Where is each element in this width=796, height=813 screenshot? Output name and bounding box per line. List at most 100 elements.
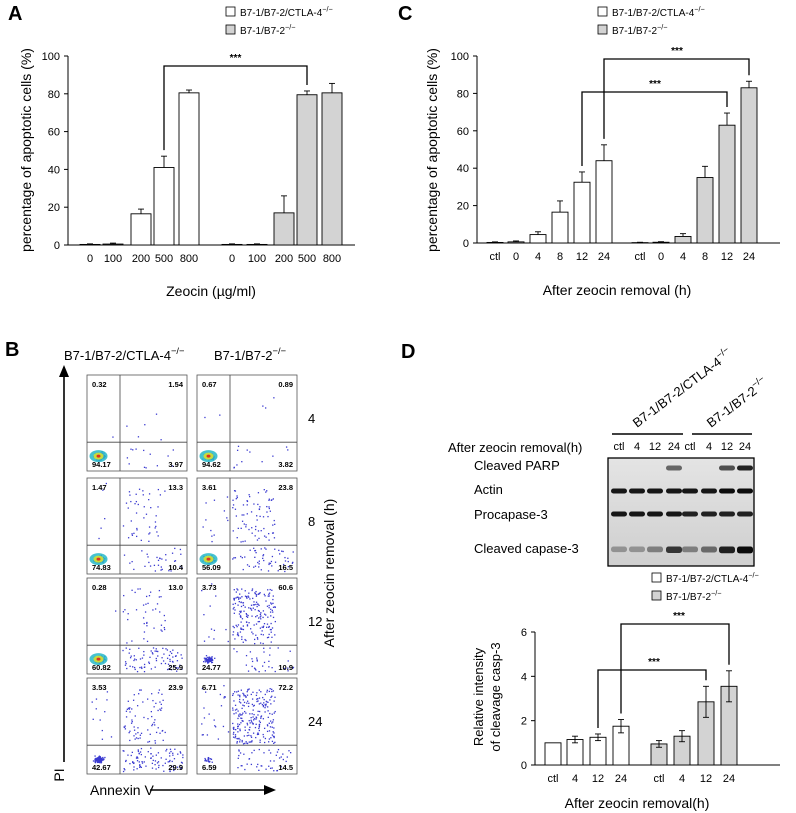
event-dot — [251, 698, 254, 700]
event-dot — [204, 661, 207, 663]
event-dot — [244, 638, 246, 641]
event-dot — [203, 640, 206, 642]
event-dot — [98, 758, 100, 760]
event-dot — [127, 618, 129, 621]
event-dot — [104, 756, 106, 759]
event-dot — [181, 762, 184, 764]
event-dot — [273, 742, 275, 744]
x-tick-label: ctl — [654, 773, 665, 785]
event-dot — [273, 735, 275, 738]
event-dot — [259, 739, 261, 741]
event-dot — [266, 724, 269, 726]
event-dot — [147, 602, 149, 605]
event-dot — [257, 621, 259, 623]
event-dot — [239, 739, 241, 741]
event-dot — [177, 667, 179, 669]
event-dot — [167, 761, 169, 763]
x-tick-label: 12 — [721, 251, 733, 263]
event-dot — [213, 629, 216, 632]
event-dot — [134, 591, 136, 594]
event-dot — [170, 765, 173, 768]
event-dot — [270, 696, 272, 699]
event-dot — [257, 603, 259, 605]
x-tick-label: 100 — [104, 253, 122, 265]
event-dot — [240, 627, 242, 629]
event-dot — [263, 651, 265, 653]
legend-label-gray: B7-1/B7-2−/− — [240, 23, 295, 38]
event-dot — [245, 639, 247, 642]
event-dot — [245, 696, 247, 698]
event-dot — [268, 633, 270, 636]
event-dot — [110, 736, 113, 738]
event-dot — [130, 520, 132, 522]
event-dot — [169, 658, 171, 661]
flow-row-label: 8 — [308, 514, 315, 529]
event-dot — [148, 595, 151, 597]
blot-band — [611, 546, 627, 553]
event-dot — [149, 733, 151, 735]
quadrant-lr-value: 3.97 — [168, 460, 183, 469]
event-dot — [258, 729, 260, 732]
event-dot — [250, 604, 253, 606]
event-dot — [131, 640, 133, 642]
event-dot — [131, 589, 133, 591]
event-dot — [242, 628, 245, 631]
event-dot — [272, 719, 275, 721]
event-dot — [127, 754, 129, 756]
event-dot — [250, 628, 252, 630]
event-dot — [133, 532, 135, 534]
event-dot — [267, 706, 269, 708]
event-dot — [279, 553, 281, 555]
event-dot — [173, 666, 175, 668]
blot-band — [719, 488, 735, 494]
event-dot — [141, 657, 144, 659]
event-dot — [98, 756, 100, 759]
event-dot — [96, 759, 98, 762]
event-dot — [268, 562, 270, 564]
event-dot — [150, 757, 152, 759]
event-dot — [269, 628, 272, 631]
event-dot — [278, 549, 280, 552]
blot-band — [719, 465, 735, 471]
event-dot — [272, 721, 274, 723]
event-dot — [243, 701, 246, 704]
event-dot — [238, 600, 240, 603]
event-dot — [268, 604, 270, 607]
blot-band — [737, 488, 753, 494]
event-dot — [292, 666, 295, 669]
event-dot — [255, 634, 257, 636]
event-dot — [237, 757, 239, 759]
event-dot — [156, 603, 159, 605]
event-dot — [257, 698, 259, 700]
event-dot — [237, 717, 239, 720]
event-dot — [134, 715, 136, 717]
event-dot — [237, 694, 239, 696]
event-dot — [151, 693, 153, 695]
event-dot — [167, 663, 170, 665]
event-dot — [272, 616, 275, 619]
event-dot — [237, 633, 239, 635]
event-dot — [128, 652, 130, 654]
event-dot — [248, 688, 250, 690]
event-dot — [262, 554, 265, 556]
event-dot — [94, 761, 97, 763]
event-dot — [274, 548, 276, 550]
pi-axis-label: PI — [51, 768, 67, 781]
event-dot — [169, 770, 171, 772]
event-dot — [164, 662, 167, 665]
event-dot — [250, 511, 253, 513]
event-dot — [147, 718, 149, 720]
event-dot — [94, 758, 97, 760]
event-dot — [133, 735, 135, 737]
event-dot — [141, 667, 143, 670]
event-dot — [253, 624, 255, 626]
event-dot — [284, 556, 286, 559]
event-dot — [155, 413, 158, 415]
event-dot — [235, 597, 237, 599]
event-dot — [267, 716, 269, 719]
event-dot — [134, 738, 136, 740]
event-dot — [129, 739, 131, 742]
y-tick-label: 100 — [42, 51, 60, 63]
event-dot — [240, 601, 242, 604]
event-dot — [255, 616, 257, 618]
